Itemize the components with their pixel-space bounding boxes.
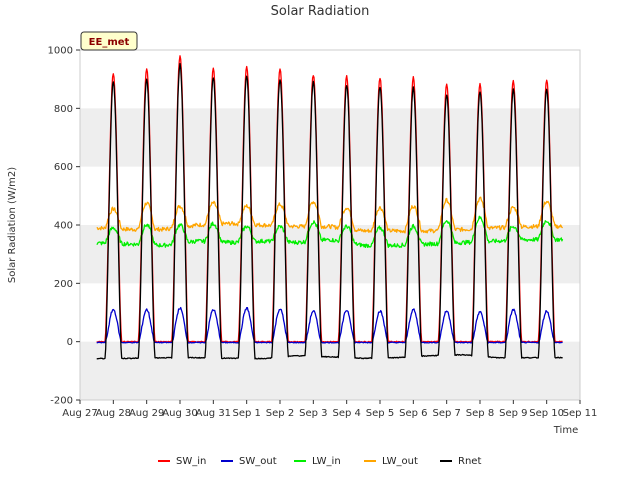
grid-band xyxy=(80,108,580,167)
y-axis: -200 0 200 400 600 800 1000 xyxy=(48,46,80,407)
series-layer xyxy=(96,55,564,360)
legend-label: Rnet xyxy=(458,456,481,467)
x-tick-label: Sep 4 xyxy=(332,408,360,419)
grid-band xyxy=(80,225,580,284)
y-tick-label: 200 xyxy=(54,279,73,290)
legend-label: LW_out xyxy=(382,456,418,467)
legend: SW_in SW_out LW_in LW_out Rnet xyxy=(158,456,481,467)
x-axis-title: Time xyxy=(553,425,578,436)
y-tick-label: 600 xyxy=(54,162,73,173)
legend-item-sw-out: SW_out xyxy=(221,456,277,467)
chart-title: Solar Radiation xyxy=(271,4,370,19)
x-tick-label: Sep 2 xyxy=(266,408,294,419)
x-tick-label: Sep 5 xyxy=(366,408,394,419)
x-tick-label: Sep 8 xyxy=(466,408,494,419)
legend-item-lw-in: LW_in xyxy=(294,456,341,467)
site-tag-label: EE_met xyxy=(89,37,130,48)
x-tick-label: Sep 11 xyxy=(563,408,598,419)
y-tick-label: 800 xyxy=(54,104,73,115)
x-tick-label: Sep 3 xyxy=(299,408,327,419)
legend-item-sw-in: SW_in xyxy=(158,456,206,467)
legend-label: SW_out xyxy=(239,456,277,467)
x-tick-label: Sep 6 xyxy=(399,408,427,419)
legend-label: SW_in xyxy=(176,456,206,467)
x-tick-label: Aug 28 xyxy=(96,408,131,419)
legend-item-lw-out: LW_out xyxy=(364,456,418,467)
x-tick-label: Aug 31 xyxy=(196,408,231,419)
site-tag: EE_met xyxy=(80,31,138,51)
x-tick-label: Sep 7 xyxy=(432,408,460,419)
grid-band xyxy=(80,341,580,400)
y-tick-label: 1000 xyxy=(48,46,73,57)
x-tick-label: Aug 30 xyxy=(162,408,197,419)
y-tick-label: 0 xyxy=(67,337,73,348)
x-tick-label: Sep 1 xyxy=(232,408,260,419)
x-tick-label: Sep 10 xyxy=(529,408,564,419)
x-tick-label: Aug 27 xyxy=(62,408,97,419)
background-bands xyxy=(80,50,580,400)
series-line-rnet xyxy=(96,62,563,360)
y-tick-label: 400 xyxy=(54,221,73,232)
y-axis-title: Solar Radiation (W/m2) xyxy=(7,167,18,283)
legend-label: LW_in xyxy=(312,456,341,467)
series-line-sw-out xyxy=(96,306,563,344)
x-tick-label: Aug 29 xyxy=(129,408,164,419)
x-tick-label: Sep 9 xyxy=(499,408,527,419)
site-tag-box xyxy=(80,31,138,51)
y-tick-label: -200 xyxy=(50,396,73,407)
legend-item-rnet: Rnet xyxy=(440,456,481,467)
